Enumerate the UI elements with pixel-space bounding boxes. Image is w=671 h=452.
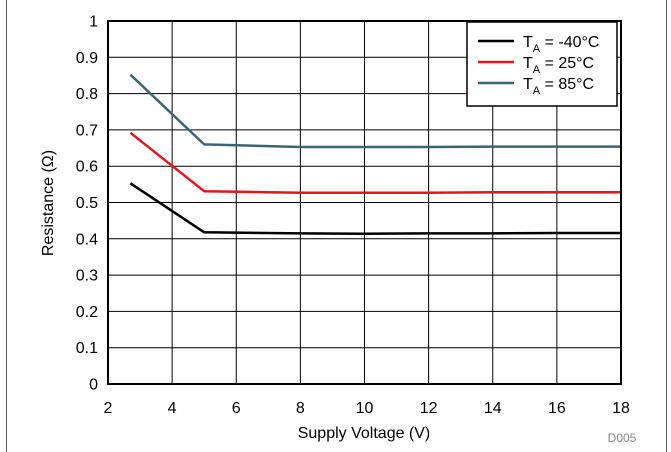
y-tick-label: 0.8 [76, 86, 98, 103]
x-tick-label: 6 [232, 400, 241, 417]
figure-code: D005 [608, 431, 637, 445]
x-axis-label: Supply Voltage (V) [298, 425, 431, 442]
x-tick-label: 12 [420, 400, 438, 417]
series-line-0 [129, 182, 621, 235]
legend: TA = -40°CTA = 25°CTA = 85°C [466, 21, 618, 107]
y-tick-label: 0.9 [76, 50, 98, 67]
y-tick-label: 0.5 [76, 195, 98, 212]
x-tick-label: 2 [104, 400, 113, 417]
y-tick-label: 0 [89, 377, 98, 394]
y-tick-labels: 0 0.1 0.2 0.3 0.4 0.5 0.6 0.7 0.8 0.9 1 [76, 14, 98, 394]
x-tick-label: 16 [548, 400, 566, 417]
legend-label-2: TA = 85°C [523, 76, 594, 97]
y-tick-label: 0.2 [76, 304, 98, 321]
legend-label-1: TA = 25°C [523, 55, 594, 76]
series-line-2 [129, 73, 621, 149]
figure-frame [6, 0, 667, 452]
x-tick-label: 14 [484, 400, 502, 417]
plot-area-border [107, 20, 622, 385]
y-tick-label: 0.7 [76, 122, 98, 139]
legend-label-0: TA = -40°C [523, 34, 599, 55]
x-tick-label: 4 [168, 400, 177, 417]
legend-box [466, 21, 618, 107]
x-tick-labels: 2 4 6 8 10 12 14 16 18 [104, 400, 630, 417]
series-lines [129, 73, 621, 235]
y-tick-label: 0.1 [76, 340, 98, 357]
x-tick-label: 8 [296, 400, 305, 417]
y-tick-label: 1 [89, 14, 98, 31]
x-tick-label: 18 [612, 400, 630, 417]
y-axis-label: Resistance (Ω) [40, 150, 57, 256]
y-tick-label: 0.4 [76, 231, 98, 248]
y-tick-label: 0.3 [76, 268, 98, 285]
y-tick-label: 0.6 [76, 159, 98, 176]
x-tick-label: 10 [356, 400, 374, 417]
series-line-1 [129, 131, 621, 194]
